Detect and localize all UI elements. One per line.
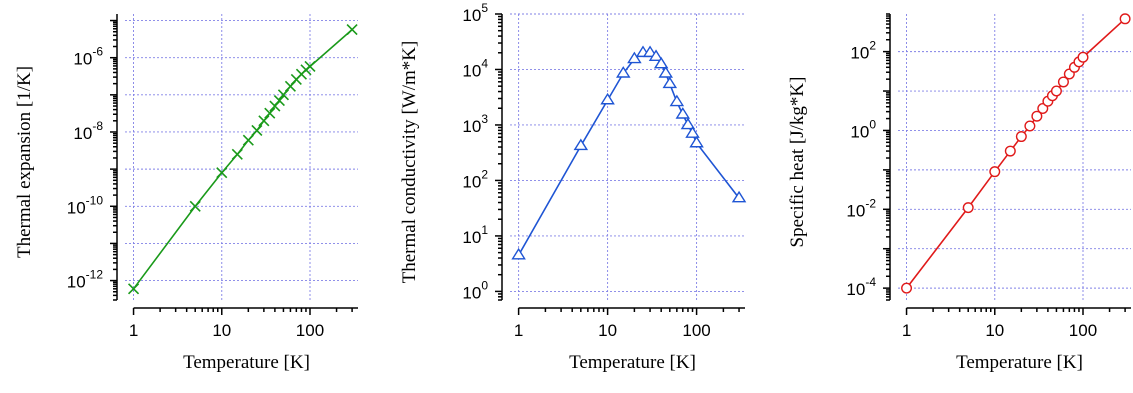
data-point-marker [669,94,685,107]
y-tick-label: 100 [462,278,488,302]
y-tick-label: 104 [462,56,488,80]
x-tick-label: 100 [682,321,710,340]
data-point-marker [642,45,658,58]
data-point-marker [1024,120,1036,132]
y-axis-label: Thermal expansion [1/K] [14,66,35,258]
grid [898,14,1131,300]
x-axis-label: Temperature [K] [183,352,310,373]
data-point-marker [1004,145,1016,157]
y-tick-label: 10-10 [67,193,104,217]
data-point-marker [1057,76,1069,88]
data-point-marker [901,282,913,294]
data-point-marker [989,166,1001,178]
series-line [905,18,1126,289]
data-point-marker [1119,13,1131,25]
y-tick-label: 102 [462,167,488,191]
x-tick-label: 100 [1069,321,1097,340]
data-point-marker [573,138,589,151]
y-tick-label: 102 [850,39,876,63]
y-tick-label: 105 [462,1,488,25]
data-point-marker [675,107,691,119]
data-point-marker [1037,103,1049,115]
x-tick-label: 1 [902,321,911,340]
data-point-marker [511,247,526,260]
y-tick-label: 101 [462,223,488,247]
chart-panel-1: 1 10 100 10-12 10-10 10-8 10-6 Temperature [K] T… [14,14,358,373]
data-point-marker [658,66,673,78]
x-axis-label: Temperature [K] [956,352,1083,373]
x-tick-label: 10 [985,321,1004,340]
data-point-marker [689,135,704,148]
x-tick-label: 1 [514,321,523,340]
data-point-marker [242,134,254,146]
x-tick-label: 10 [598,321,617,340]
y-tick-label: 100 [850,117,876,141]
data-point-marker [1031,110,1043,122]
data-point-marker [653,56,669,69]
data-point-marker [231,148,243,160]
y-tick-label: 10-4 [846,275,876,299]
data-point-marker [1077,51,1089,63]
y-tick-label: 10-8 [73,119,103,143]
y-axis-label: Thermal conductivity [W/m*K] [399,41,420,284]
data-point-marker [627,51,642,64]
x-tick-label: 100 [296,321,324,340]
data-point-marker [680,117,696,130]
data-point-marker [616,66,631,78]
data-point-marker [346,24,358,36]
y-tick-label: 10-12 [67,268,104,292]
data-point-marker [273,95,285,107]
data-point-marker [304,60,316,73]
series-line [517,51,740,256]
x-axis-label: Temperature [K] [569,352,696,373]
data-point-marker [127,283,140,295]
data-point-marker [648,49,664,61]
data-point-marker [189,200,201,212]
data-point-marker [1015,131,1027,143]
data-point-marker [1050,85,1062,97]
data-point-marker [258,115,270,127]
data-point-marker [264,107,276,119]
grid [125,14,358,300]
grid [510,13,745,300]
chart-panel-2: 1 10 100 100 101 102 103 104 105 Temperature [K] T… [399,1,747,373]
data-point-marker [216,167,228,179]
y-tick-label: 10-2 [846,196,876,220]
x-tick-label: 1 [129,321,138,340]
x-tick-label: 10 [212,321,231,340]
y-tick-label: 103 [462,112,488,136]
y-tick-label: 10-6 [73,45,103,69]
y-axis-label: Specific heat [J/kg*K] [787,77,808,248]
data-point-marker [277,89,290,101]
data-point-marker [731,190,747,203]
chart-panel-3: 1 10 100 10-4 10-2 100 102 Temperature [K] Speci… [787,13,1131,373]
data-point-marker [662,76,678,89]
data-point-marker [685,126,700,138]
data-point-marker [251,124,263,137]
data-point-marker [600,92,615,105]
data-point-marker [962,202,974,214]
series-line [132,29,353,290]
